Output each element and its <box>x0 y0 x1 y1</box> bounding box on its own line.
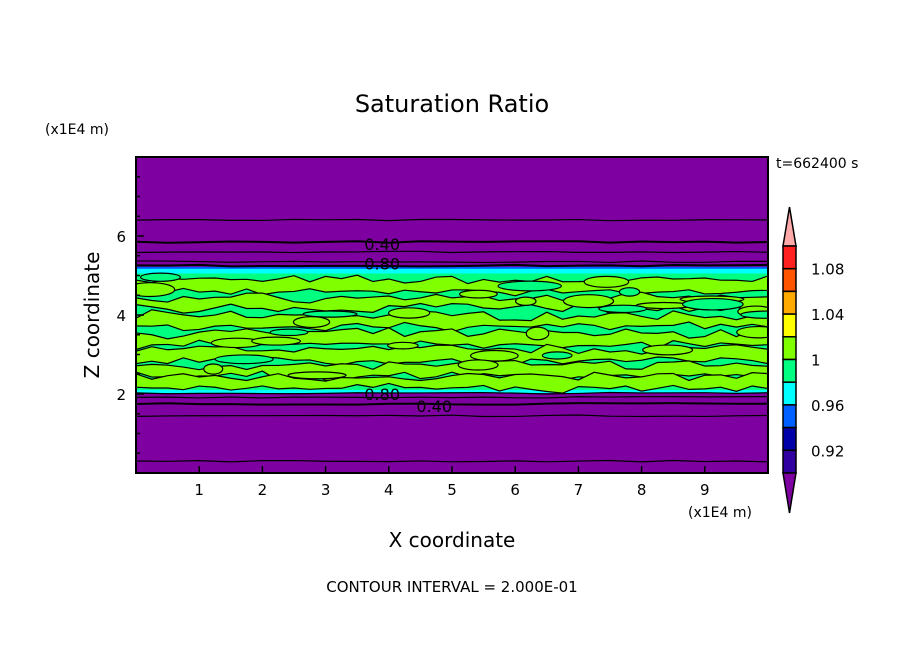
contour-blob <box>387 307 431 319</box>
colorbar-box <box>782 449 797 474</box>
contour-blob <box>292 316 331 329</box>
colorbar-tick-label: 0.96 <box>811 397 844 415</box>
contour-line <box>136 395 768 399</box>
y-axis-label: Z coordinate <box>80 252 104 379</box>
contour-blob <box>136 282 176 298</box>
colorbar-tick-label: 1.08 <box>811 261 844 279</box>
contour-blob <box>139 272 181 282</box>
lime-band-6 <box>136 371 768 394</box>
colorbar-box <box>782 404 797 429</box>
x-tick-label: 9 <box>700 481 710 499</box>
contour-label: 0.40 <box>364 235 400 254</box>
contour-blob <box>458 289 498 299</box>
colorbar-box <box>782 245 797 270</box>
colorbar-box <box>782 336 797 361</box>
contour-interval-footer: CONTOUR INTERVAL = 2.000E-01 <box>326 578 577 596</box>
contour-line <box>136 218 768 222</box>
contour-blob <box>251 336 302 346</box>
y-unit-label: (x1E4 m) <box>45 122 109 138</box>
contour-line <box>136 414 768 418</box>
region-cyan-strip <box>136 267 768 274</box>
colorbar-box <box>782 290 797 315</box>
colorbar-box <box>782 381 797 406</box>
colorbar-box <box>782 358 797 383</box>
contour-label: 0.80 <box>364 385 400 404</box>
contour-line <box>136 402 768 406</box>
contour-blob <box>618 287 641 297</box>
colorbar-box <box>782 313 797 338</box>
colorbar-tick-label: 1 <box>811 352 821 370</box>
contour-line <box>136 263 768 268</box>
contour-label: 0.40 <box>416 397 452 416</box>
x-unit-label: (x1E4 m) <box>688 505 752 521</box>
region-blue-edge <box>136 266 768 269</box>
contour-blob <box>269 328 309 337</box>
contour-line <box>136 250 768 254</box>
contour-line <box>136 240 768 244</box>
x-tick-label: 7 <box>574 481 584 499</box>
x-axis-label: X coordinate <box>389 528 516 552</box>
contour-blob <box>682 297 744 311</box>
region-cyan-bottom <box>136 390 768 394</box>
x-tick-label: 2 <box>258 481 268 499</box>
colorbar-over-triangle <box>782 206 797 247</box>
contour-blob <box>541 351 573 360</box>
time-label: t=662400 s <box>776 156 858 172</box>
colorbar-box <box>782 267 797 293</box>
contour-blob <box>470 349 519 362</box>
contour-line <box>136 459 768 463</box>
contour-blob <box>583 275 630 288</box>
colorbar-box <box>782 426 797 452</box>
contour-blob <box>497 280 562 292</box>
x-tick-label: 8 <box>637 481 647 499</box>
colorbar-under-triangle <box>782 472 797 514</box>
x-tick-label: 5 <box>447 481 457 499</box>
contour-blob <box>525 326 550 341</box>
contour-blob <box>302 310 358 318</box>
contour-blob <box>740 310 768 319</box>
chart-title: Saturation Ratio <box>355 90 549 118</box>
contour-blob <box>203 363 224 375</box>
contour-blob <box>287 371 347 380</box>
x-tick-label: 6 <box>510 481 520 499</box>
y-tick-label: 2 <box>116 386 126 404</box>
contour-blob <box>387 341 419 350</box>
x-tick-label: 4 <box>384 481 394 499</box>
x-tick-label: 3 <box>321 481 331 499</box>
contour-blob <box>736 325 768 339</box>
contour-blob <box>514 296 537 306</box>
contour-line <box>136 260 768 264</box>
colorbar-tick-label: 0.92 <box>811 442 844 460</box>
contour-line <box>136 391 768 395</box>
lime-band-0 <box>136 274 768 297</box>
contour-blob <box>598 304 648 314</box>
contour-blob <box>214 354 274 365</box>
y-tick-label: 6 <box>116 228 126 246</box>
y-tick-label: 4 <box>116 307 126 325</box>
colorbar-tick-label: 1.04 <box>811 306 844 324</box>
x-tick-label: 1 <box>194 481 204 499</box>
contour-label: 0.80 <box>364 255 400 274</box>
contour-blob <box>562 294 615 309</box>
contour-blob <box>457 359 499 371</box>
contour-blob <box>642 344 694 356</box>
